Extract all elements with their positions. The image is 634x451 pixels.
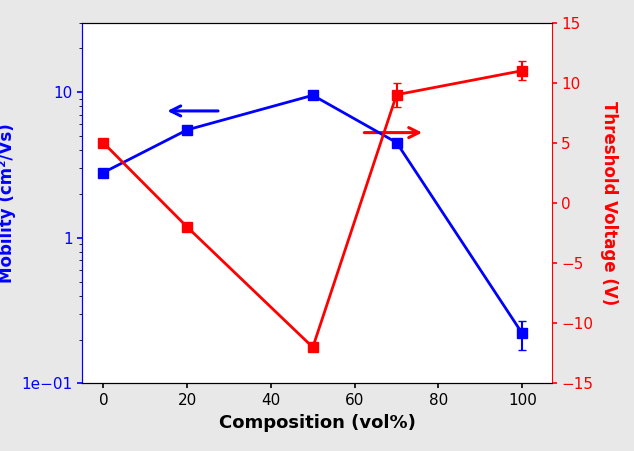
Y-axis label: Mobility (cm²/Vs): Mobility (cm²/Vs) (0, 123, 16, 283)
X-axis label: Composition (vol%): Composition (vol%) (219, 414, 415, 432)
Y-axis label: Threshold Voltage (V): Threshold Voltage (V) (600, 101, 618, 305)
